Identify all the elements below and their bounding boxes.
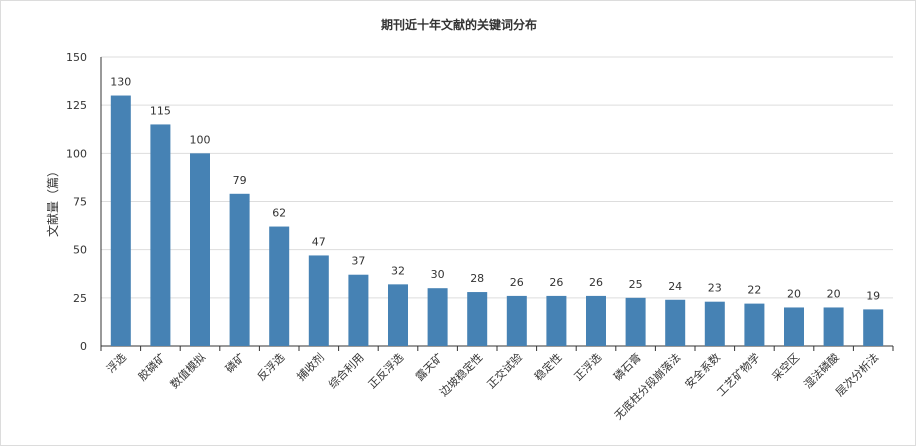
bars (110, 95, 884, 347)
data-label: 30 (431, 268, 445, 281)
data-label: 26 (589, 276, 603, 289)
data-label: 24 (668, 280, 682, 293)
data-label: 22 (747, 284, 761, 297)
data-label: 79 (233, 174, 247, 187)
chart-title: 期刊近十年文献的关键词分布 (381, 17, 537, 32)
x-tick-label: 边坡稳定性 (437, 350, 486, 399)
data-label: 115 (150, 104, 171, 117)
x-tick-label: 湿法磷酸 (801, 350, 842, 391)
y-tick-label: 75 (73, 196, 87, 209)
x-tick-label: 工艺矿物学 (714, 350, 763, 399)
data-label: 23 (708, 282, 722, 295)
y-tick-label: 100 (66, 147, 87, 160)
bar (388, 284, 408, 346)
bar (150, 124, 171, 346)
x-tick-label: 综合利用 (326, 350, 367, 391)
data-label: 32 (391, 264, 405, 277)
grid-lines (101, 56, 893, 299)
x-tick-label: 正交试验 (484, 350, 525, 391)
bar (744, 303, 765, 346)
data-label: 26 (510, 276, 524, 289)
x-tick-label: 浮选 (104, 351, 129, 376)
bar (506, 295, 527, 346)
bar (110, 95, 131, 347)
bar (467, 292, 488, 346)
x-tick-label: 安全系数 (682, 350, 723, 391)
bar (823, 307, 844, 346)
data-label: 100 (190, 133, 211, 146)
y-tick-label: 0 (80, 340, 87, 353)
x-tick-label: 层次分析法 (833, 350, 882, 399)
data-label: 26 (549, 276, 563, 289)
x-tick-label: 正浮选 (572, 351, 605, 384)
data-label: 20 (827, 287, 841, 300)
x-tick-label: 胶磷矿 (135, 350, 168, 383)
bar (586, 295, 606, 346)
bar (546, 295, 567, 346)
bar (229, 193, 250, 346)
data-label: 62 (272, 207, 286, 220)
x-tick-label: 露天矿 (413, 351, 446, 384)
data-label: 20 (787, 287, 801, 300)
y-tick-label: 125 (66, 99, 87, 112)
bar (704, 301, 725, 346)
bar (427, 288, 448, 346)
data-label: 37 (351, 255, 365, 268)
y-axis-label: 文献量（篇） (45, 165, 60, 237)
y-tick-labels: 0 25 50 75 100 125 150 (66, 51, 87, 353)
x-tick-label: 捕收剂 (294, 350, 327, 383)
x-tick-label: 正反浮选 (366, 351, 406, 391)
data-label: 19 (866, 289, 880, 302)
bar (665, 299, 686, 346)
bar (784, 307, 804, 346)
bar (308, 255, 329, 346)
bar (625, 297, 646, 346)
data-labels: 130 115 100 79 62 47 37 32 30 28 26 26 26 25 24 23 22 20 2… (110, 76, 880, 303)
bar (348, 274, 369, 346)
x-tick-label: 采空区 (769, 350, 802, 383)
bar (190, 153, 210, 346)
x-tick-label: 磷矿 (223, 351, 248, 376)
x-tick-label: 磷石膏 (610, 350, 643, 383)
x-tick-label: 数值模拟 (167, 350, 208, 391)
data-label: 28 (470, 272, 484, 285)
bar (269, 226, 290, 346)
x-tick-label: 稳定性 (531, 350, 564, 383)
bar (863, 309, 884, 346)
axes (100, 57, 894, 351)
x-tick-label: 无底柱分段崩落法 (611, 350, 683, 422)
data-label: 130 (110, 76, 131, 89)
y-tick-label: 150 (66, 51, 87, 64)
y-tick-label: 25 (73, 292, 87, 305)
y-tick-label: 50 (73, 244, 87, 257)
data-label: 47 (312, 235, 326, 248)
data-label: 25 (629, 278, 643, 291)
x-tick-label: 反浮选 (255, 351, 288, 384)
